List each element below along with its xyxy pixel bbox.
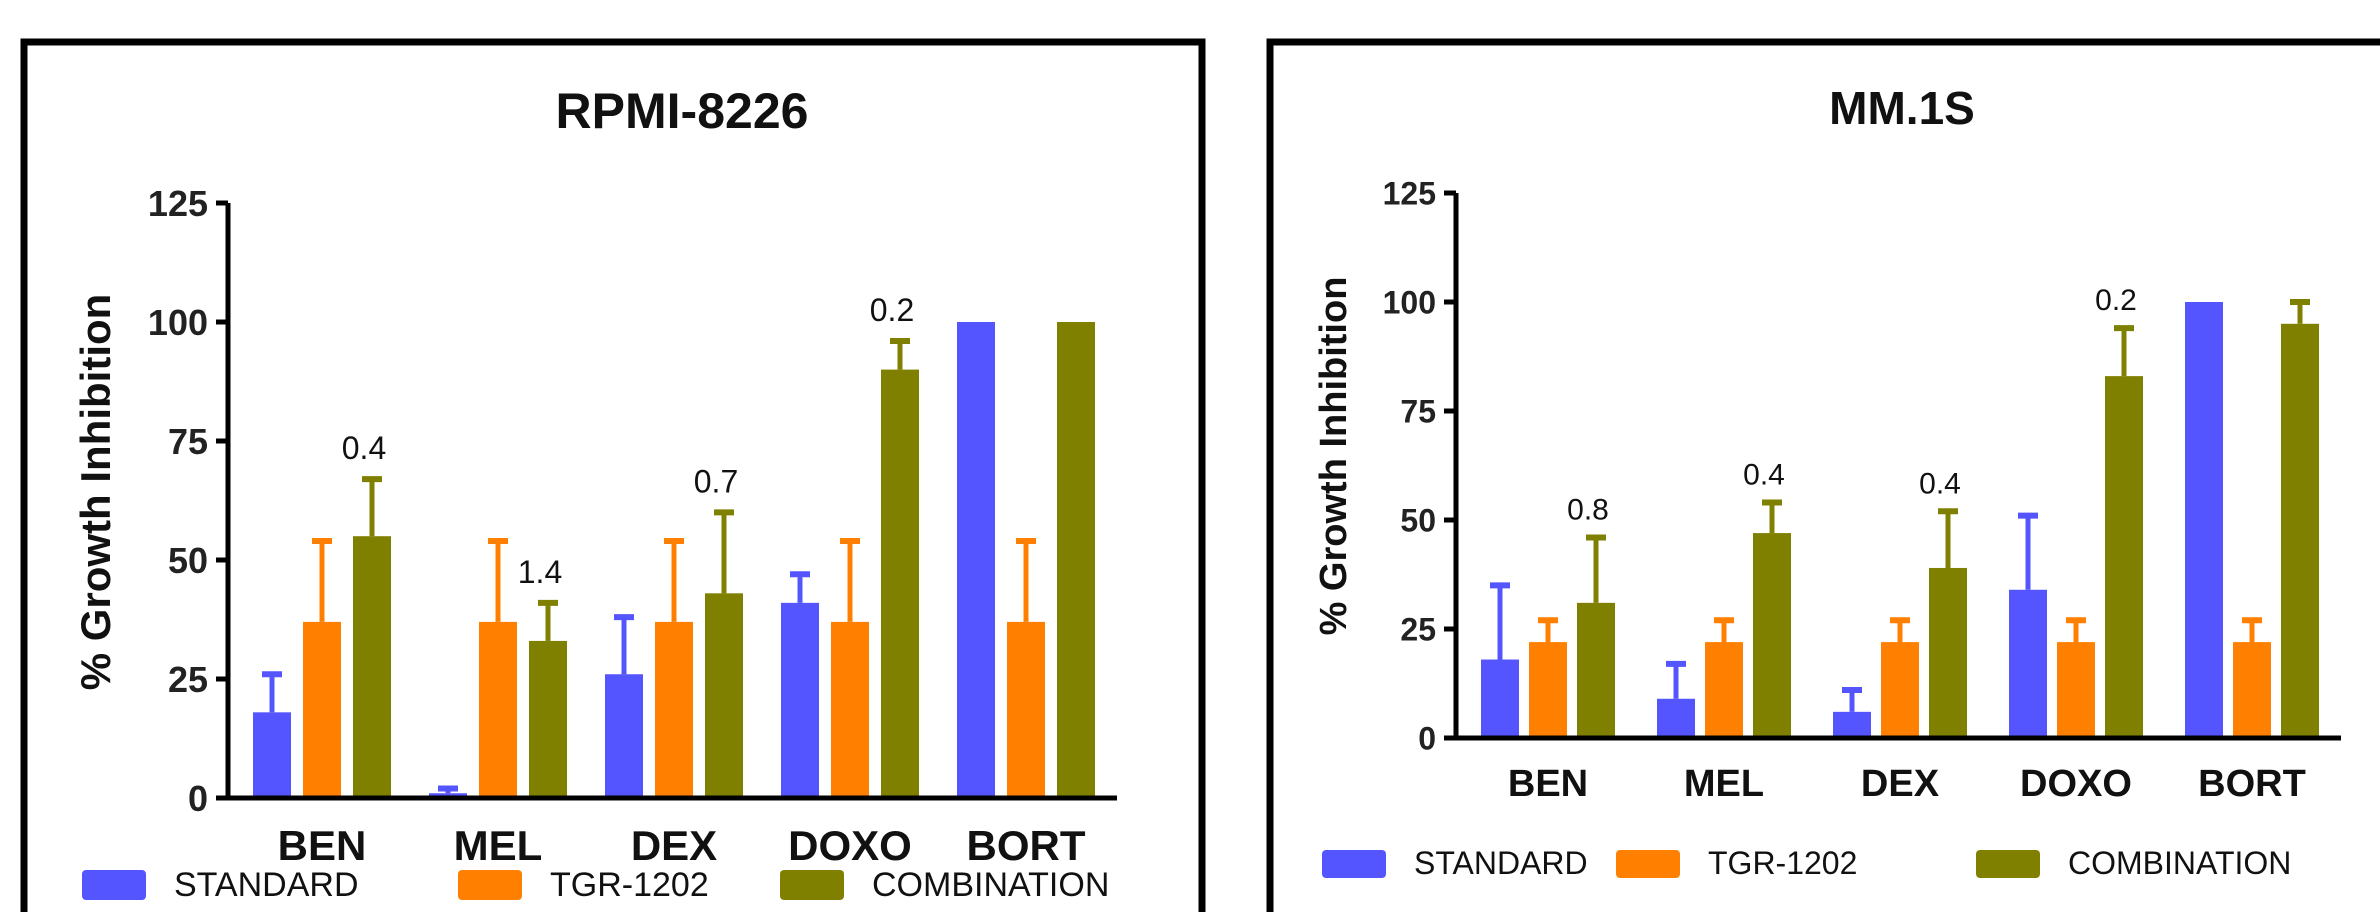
data-annotation: 0.4 (342, 430, 386, 466)
legend-swatch-tgr-1202 (1616, 850, 1680, 878)
panel-rpmi: RPMI-8226 % Growth Inhibition 0.4 BEN 1.4 M… (20, 38, 1206, 917)
y-tick-label: 75 (1400, 394, 1436, 430)
bar-standard-ben (253, 712, 291, 798)
x-tick-label: MEL (454, 822, 543, 869)
legend-swatch-standard (1322, 850, 1386, 878)
legend-label: STANDARD (174, 866, 359, 904)
y-axis-label: % Growth Inhibition (72, 294, 119, 691)
data-annotation: 0.4 (1743, 459, 1785, 492)
x-tick-label: MEL (1684, 763, 1764, 805)
bar-tgr-1202-ben (303, 621, 341, 798)
x-tick-label: DOXO (2020, 763, 2132, 805)
bar-standard-dex (1833, 711, 1871, 738)
bar-tgr-1202-bort (1007, 621, 1045, 798)
bar-combination-ben (353, 536, 391, 798)
data-annotation: 1.4 (518, 554, 562, 590)
bar-combination-dex (1929, 567, 1967, 738)
bar-tgr-1202-doxo (831, 621, 869, 798)
bar-combination-doxo (881, 369, 919, 798)
legend-swatch-tgr-1202 (458, 870, 522, 900)
x-tick-label: DOXO (788, 822, 912, 869)
bar-tgr-1202-mel (1705, 642, 1743, 738)
legend-label: STANDARD (1414, 845, 1588, 881)
bar-combination-bort (1057, 322, 1095, 798)
y-axis-label: % Growth Inhibition (1313, 277, 1355, 636)
bar-standard-bort (957, 322, 995, 798)
bar-standard-dex (605, 674, 643, 798)
bar-combination-dex (705, 593, 743, 798)
bar-combination-mel (529, 640, 567, 798)
plot-area: 0.4 BEN 1.4 MEL 0.7 DEX 0.2 DOXO BORT 0 25 50 75 100 1… (82, 183, 1117, 904)
y-tick-label: 50 (168, 540, 208, 581)
legend-label: COMBINATION (872, 866, 1109, 904)
bar-combination-mel (1753, 533, 1791, 738)
x-tick-label: BORT (2198, 763, 2306, 805)
x-tick-label: DEX (1861, 763, 1940, 805)
plot-area: 0.8 BEN 0.4 MEL 0.4 DEX 0.2 DOXO BORT 0 25 50 75 100 1… (1322, 176, 2341, 881)
bar-standard-mel (1657, 698, 1695, 738)
legend-label: TGR-1202 (550, 866, 709, 904)
y-tick-label: 75 (168, 421, 208, 462)
legend-swatch-standard (82, 870, 146, 900)
bar-tgr-1202-mel (479, 621, 517, 798)
y-tick-label: 100 (1383, 285, 1436, 321)
x-tick-label: BORT (967, 822, 1086, 869)
y-tick-label: 100 (148, 302, 208, 343)
legend-swatch-combination (1976, 850, 2040, 878)
y-tick-label: 125 (148, 183, 208, 224)
legend-label: TGR-1202 (1708, 845, 1857, 881)
chart-title: MM.1S (1829, 82, 1975, 134)
bar-standard-doxo (2009, 589, 2047, 738)
y-tick-label: 50 (1400, 503, 1436, 539)
bar-tgr-1202-dex (1881, 642, 1919, 738)
chart-title: RPMI-8226 (556, 83, 809, 139)
bar-tgr-1202-ben (1529, 642, 1567, 738)
data-annotation: 0.7 (694, 463, 738, 499)
data-annotation: 0.2 (2095, 284, 2137, 317)
y-tick-label: 0 (1418, 721, 1436, 757)
bar-standard-doxo (781, 602, 819, 798)
data-annotation: 0.4 (1919, 467, 1961, 500)
bar-tgr-1202-bort (2233, 642, 2271, 738)
y-tick-label: 25 (168, 659, 208, 700)
bar-standard-ben (1481, 659, 1519, 738)
bar-combination-doxo (2105, 376, 2143, 738)
y-tick-label: 25 (1400, 612, 1436, 648)
bar-standard-bort (2185, 302, 2223, 738)
bar-tgr-1202-doxo (2057, 642, 2095, 738)
x-tick-label: DEX (631, 822, 717, 869)
x-tick-label: BEN (278, 822, 367, 869)
panel-mm1s: MM.1S % Growth Inhibition 0.8BEN0.4MEL0.… (1266, 38, 2380, 917)
legend-label: COMBINATION (2068, 845, 2291, 881)
x-tick-label: BEN (1508, 763, 1588, 805)
bar-combination-bort (2281, 323, 2319, 738)
legend-swatch-combination (780, 870, 844, 900)
bar-combination-ben (1577, 602, 1615, 738)
bar-tgr-1202-dex (655, 621, 693, 798)
y-tick-label: 0 (188, 778, 208, 819)
y-tick-label: 125 (1383, 176, 1436, 212)
data-annotation: 0.8 (1567, 493, 1609, 526)
data-annotation: 0.2 (870, 292, 914, 328)
